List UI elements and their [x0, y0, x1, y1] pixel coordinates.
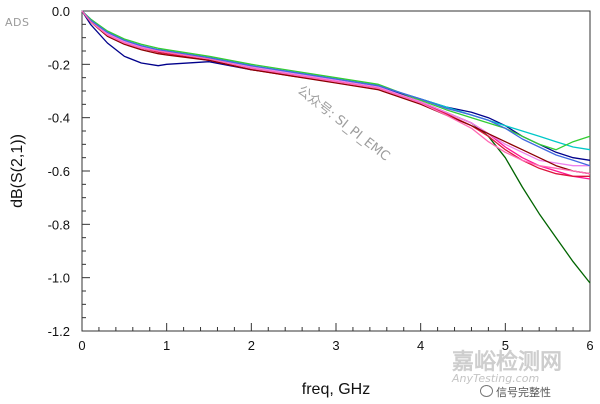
series-line-9	[81, 10, 591, 167]
y-tick-label: -0.4	[48, 111, 70, 126]
x-tick-label: 3	[332, 338, 339, 353]
y-tick-labels: 0.0 -0.2 -0.4 -0.6 -0.8 -1.0 -1.2	[48, 4, 70, 339]
series-line-4	[81, 10, 591, 151]
wechat-icon	[480, 385, 493, 397]
y-tick-label: -0.6	[48, 164, 70, 179]
y-tick-label: -1.0	[48, 271, 70, 286]
axis-ticks	[81, 10, 591, 332]
x-tick-label: 0	[78, 338, 85, 353]
series-line-7	[81, 10, 590, 167]
watermark-brand: 嘉峪检测网	[452, 350, 563, 375]
x-tick-label: 4	[417, 338, 424, 353]
ads-label: ADS	[5, 16, 30, 29]
watermark-subtitle: 信号完整性	[496, 386, 551, 399]
x-tick-label: 6	[586, 338, 593, 353]
x-tick-label: 1	[163, 338, 170, 353]
watermark-site: AnyTesting.com	[452, 372, 540, 385]
x-tick-label: 5	[502, 338, 509, 353]
series-line-10	[81, 10, 591, 175]
series-line-8	[81, 10, 591, 175]
x-axis-label: freq, GHz	[302, 381, 370, 398]
y-tick-label: -1.2	[48, 324, 70, 339]
series-lines	[81, 10, 591, 284]
y-tick-label: -0.8	[48, 217, 70, 232]
x-tick-labels: 0 1 2 3 4 5 6	[78, 338, 593, 353]
y-tick-label: 0.0	[52, 4, 70, 19]
plot-frame	[81, 10, 591, 332]
y-axis-label: dB(S(2,1))	[9, 134, 26, 208]
x-tick-label: 2	[248, 338, 255, 353]
y-tick-label: -0.2	[48, 57, 70, 72]
